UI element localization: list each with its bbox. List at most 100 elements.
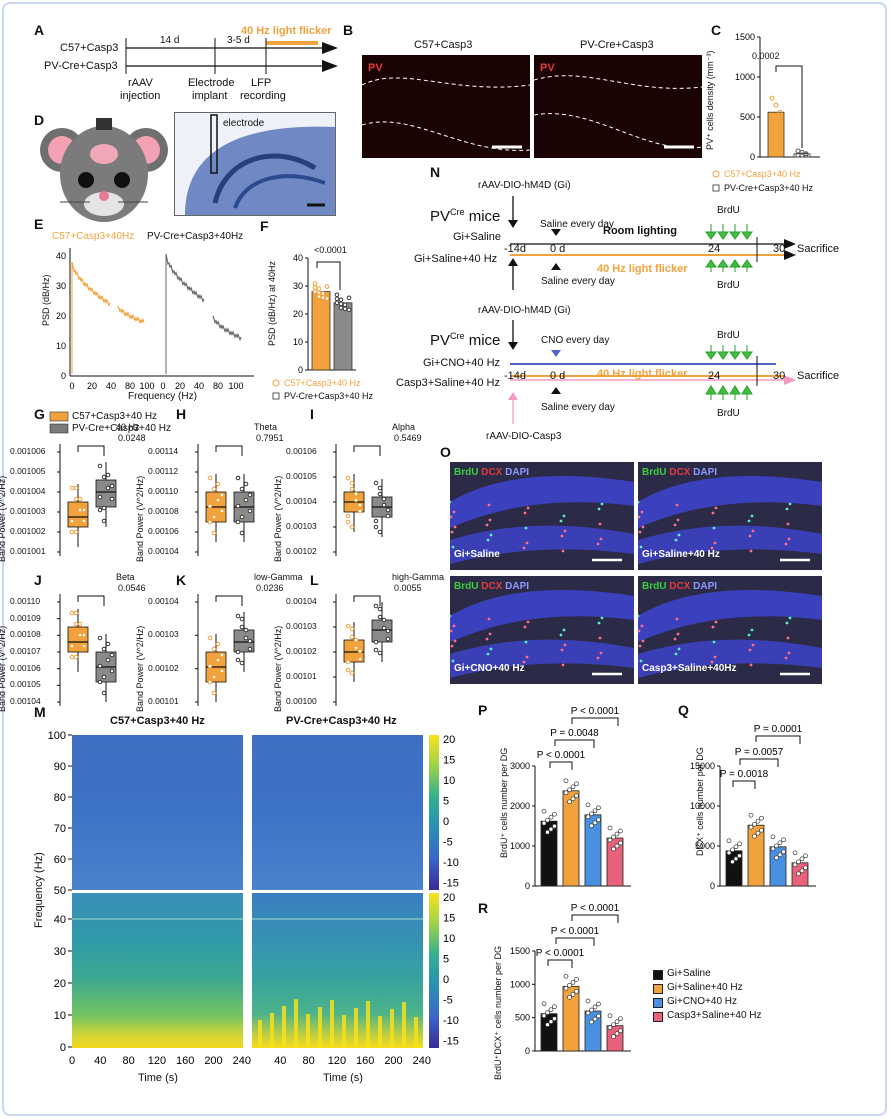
p-bracket (571, 717, 619, 726)
gl-point (215, 497, 221, 503)
m-ytick-label: 90 (54, 761, 66, 773)
m-cbar-label-top: 15 (443, 755, 455, 767)
o-cell-dot (487, 617, 491, 621)
p-pval: P < 0.0001 (537, 750, 586, 761)
o-cell-dot (487, 503, 491, 507)
gl-point (349, 626, 355, 632)
o-cell-dot (486, 538, 490, 542)
mouse-illustration (40, 118, 168, 222)
o-cell-dot (748, 648, 752, 652)
gl-point (73, 485, 79, 491)
p-ytick-label: 3000 (510, 761, 530, 771)
gl-ytick-label-2-2: 0.00104 (286, 496, 317, 506)
c-point (773, 123, 779, 129)
m-cbar-label-bottom: 20 (443, 892, 455, 904)
m-spectrogram-top-left (72, 735, 243, 890)
gl-ytick-label-4-3: 0.00101 (148, 696, 179, 706)
m-cbar-label-bottom: 15 (443, 913, 455, 925)
gl-plot-title-0: 40 Hz (116, 422, 140, 432)
o-cell-dot (674, 538, 678, 542)
gl-ytick-label-0-5: 0.001001 (10, 546, 46, 556)
gl-point (109, 668, 115, 674)
gl-point (97, 507, 103, 513)
gl-ytick-label-0-0: 0.001006 (10, 446, 46, 456)
o-cell-dot (563, 529, 567, 533)
q-ytick-label: 10000 (690, 801, 715, 811)
o-cell-dot (677, 533, 681, 537)
m-cbar-label-top: 20 (443, 734, 455, 746)
q-point (777, 852, 783, 858)
p-point (589, 823, 594, 829)
e-leg1: C57+Casp3+40Hz (52, 231, 135, 242)
p-point (552, 811, 557, 817)
o-micrograph-0: BrdU DCX DAPI Gi+Saline (450, 462, 634, 570)
a-e2a: Electrode (188, 77, 235, 89)
gl-ytick-label-1-1: 0.00112 (148, 466, 179, 476)
gl-point (345, 667, 351, 673)
o-cell-dot (710, 546, 714, 550)
m-cbar-label-top: -5 (443, 837, 453, 849)
gl-point (373, 524, 379, 530)
o-cell-dot (713, 541, 717, 545)
f-legend-1: C57+Casp3+40 Hz (284, 378, 361, 388)
gl-ytick-label-5-0: 0.00104 (286, 596, 317, 606)
r-point (541, 1001, 547, 1007)
p-point (563, 790, 569, 796)
e-ytick-label: 10 (56, 341, 66, 351)
e-ytick-label: 40 (56, 251, 66, 261)
o-cell-dot (785, 507, 789, 511)
gl-point (235, 649, 241, 655)
o-cell-dot (453, 525, 457, 529)
panel-label-i: I (310, 406, 314, 422)
n-d30-2: 30 (773, 370, 786, 382)
m-cbar-label-top: -15 (443, 878, 459, 890)
q-point (733, 844, 739, 850)
gl-point (385, 507, 391, 513)
o-label-brdu: BrdU (454, 581, 482, 592)
o-condition-label-3: Casp3+Saline+40Hz (642, 663, 737, 674)
gl-point (247, 492, 253, 498)
gl-point (345, 659, 351, 665)
o-cell-dot (749, 663, 753, 667)
o-label-dcx: DCX (481, 581, 506, 592)
gl-point (381, 502, 387, 508)
gl-ytick-label-0-4: 0.001002 (10, 526, 46, 536)
q-point (803, 865, 808, 871)
m-ytick-label: 30 (54, 946, 66, 958)
p-point (570, 796, 576, 802)
gl-point (357, 656, 363, 662)
q-point (799, 868, 805, 874)
q-point (777, 840, 783, 846)
n-m14-1: -14d (504, 243, 527, 255)
m-burst (318, 1007, 322, 1048)
o-cell-dot (562, 628, 566, 632)
gl-point (211, 486, 217, 492)
n-d24-2: 24 (708, 370, 721, 382)
o-label-dapi: DAPI (505, 581, 530, 592)
gl-ytick-label-5-3: 0.00101 (286, 671, 317, 681)
gl-boxplot-0 (57, 444, 117, 556)
e-xtick-label: 0 (160, 381, 165, 391)
gl-sig-bracket (215, 595, 243, 606)
f-point (312, 289, 318, 294)
r-point (585, 1010, 591, 1016)
b-micrograph-left: PV (362, 55, 530, 158)
m-burst (258, 1020, 262, 1048)
o-label-brdu: BrdU (642, 467, 670, 478)
m-xtick-label: 80 (122, 1055, 134, 1067)
gl-ytick-label-1-0: 0.00114 (148, 446, 179, 456)
gl-point (345, 623, 351, 629)
o-cell-dot (522, 546, 526, 550)
o-micrograph-2: BrdU DCX DAPI Gi+CNO+40 Hz (450, 576, 634, 684)
n-saline-bot-2: Saline every day (541, 402, 615, 413)
gl-ytick-label-1-4: 0.00106 (148, 526, 179, 536)
gl-ytick-label-3-4: 0.00106 (10, 662, 41, 673)
p-pval: P = 0.0048 (550, 728, 599, 739)
f-ytick-label: 10 (293, 337, 303, 347)
m-xlabel-left: Time (s) (138, 1072, 178, 1084)
m-title-right: PV-Cre+Casp3+40 Hz (286, 715, 397, 727)
o-cell-dot (524, 526, 528, 530)
o-cell-dot (489, 533, 493, 537)
